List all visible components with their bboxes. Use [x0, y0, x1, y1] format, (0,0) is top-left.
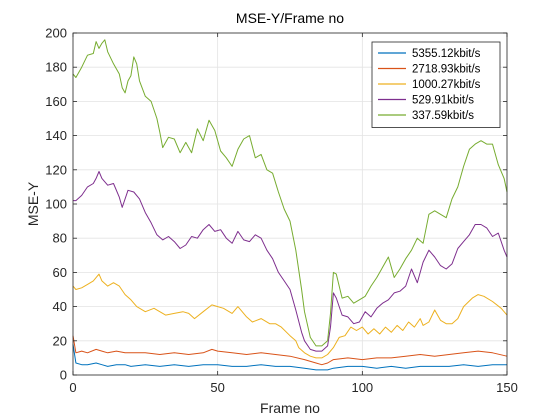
legend-label-1: 5355.12kbit/s [412, 48, 481, 60]
legend-label-3: 1000.27kbit/s [412, 79, 481, 91]
series-line-2 [72, 335, 508, 366]
series-line-5 [72, 39, 508, 347]
y-tick-label: 20 [53, 333, 67, 348]
legend-box [371, 41, 501, 128]
x-tick-label: 100 [351, 380, 373, 395]
x-tick-label: 50 [210, 380, 224, 395]
x-tick-label: 0 [69, 380, 76, 395]
y-tick-label: 180 [45, 60, 67, 75]
y-tick-label: 200 [45, 26, 67, 41]
y-tick-label: 160 [45, 94, 67, 109]
series-line-4 [73, 171, 508, 352]
series-line-1 [72, 344, 507, 371]
x-tick-label: 150 [496, 380, 518, 395]
y-tick-label: 120 [45, 162, 67, 177]
legend-label-2: 2718.93kbit/s [412, 64, 481, 76]
y-tick-label: 0 [60, 368, 67, 383]
legend: 5355.12kbit/s 2718.93kbit/s 1000.27kbit/s 5… [371, 41, 501, 128]
y-tick-label: 80 [53, 231, 67, 246]
series-line-3 [72, 273, 508, 359]
y-tick-label: 100 [45, 197, 67, 212]
x-axis-label: Frame no [260, 400, 320, 416]
y-tick-label: 140 [45, 128, 67, 143]
legend-label-5: 337.59kbit/s [412, 110, 474, 122]
chart-title: MSE-Y/Frame no [236, 10, 344, 26]
legend-label-4: 529.91kbit/s [412, 95, 474, 107]
y-axis-label: MSE-Y [25, 181, 41, 226]
y-tick-label: 40 [53, 299, 67, 314]
y-tick-label: 60 [53, 265, 67, 280]
